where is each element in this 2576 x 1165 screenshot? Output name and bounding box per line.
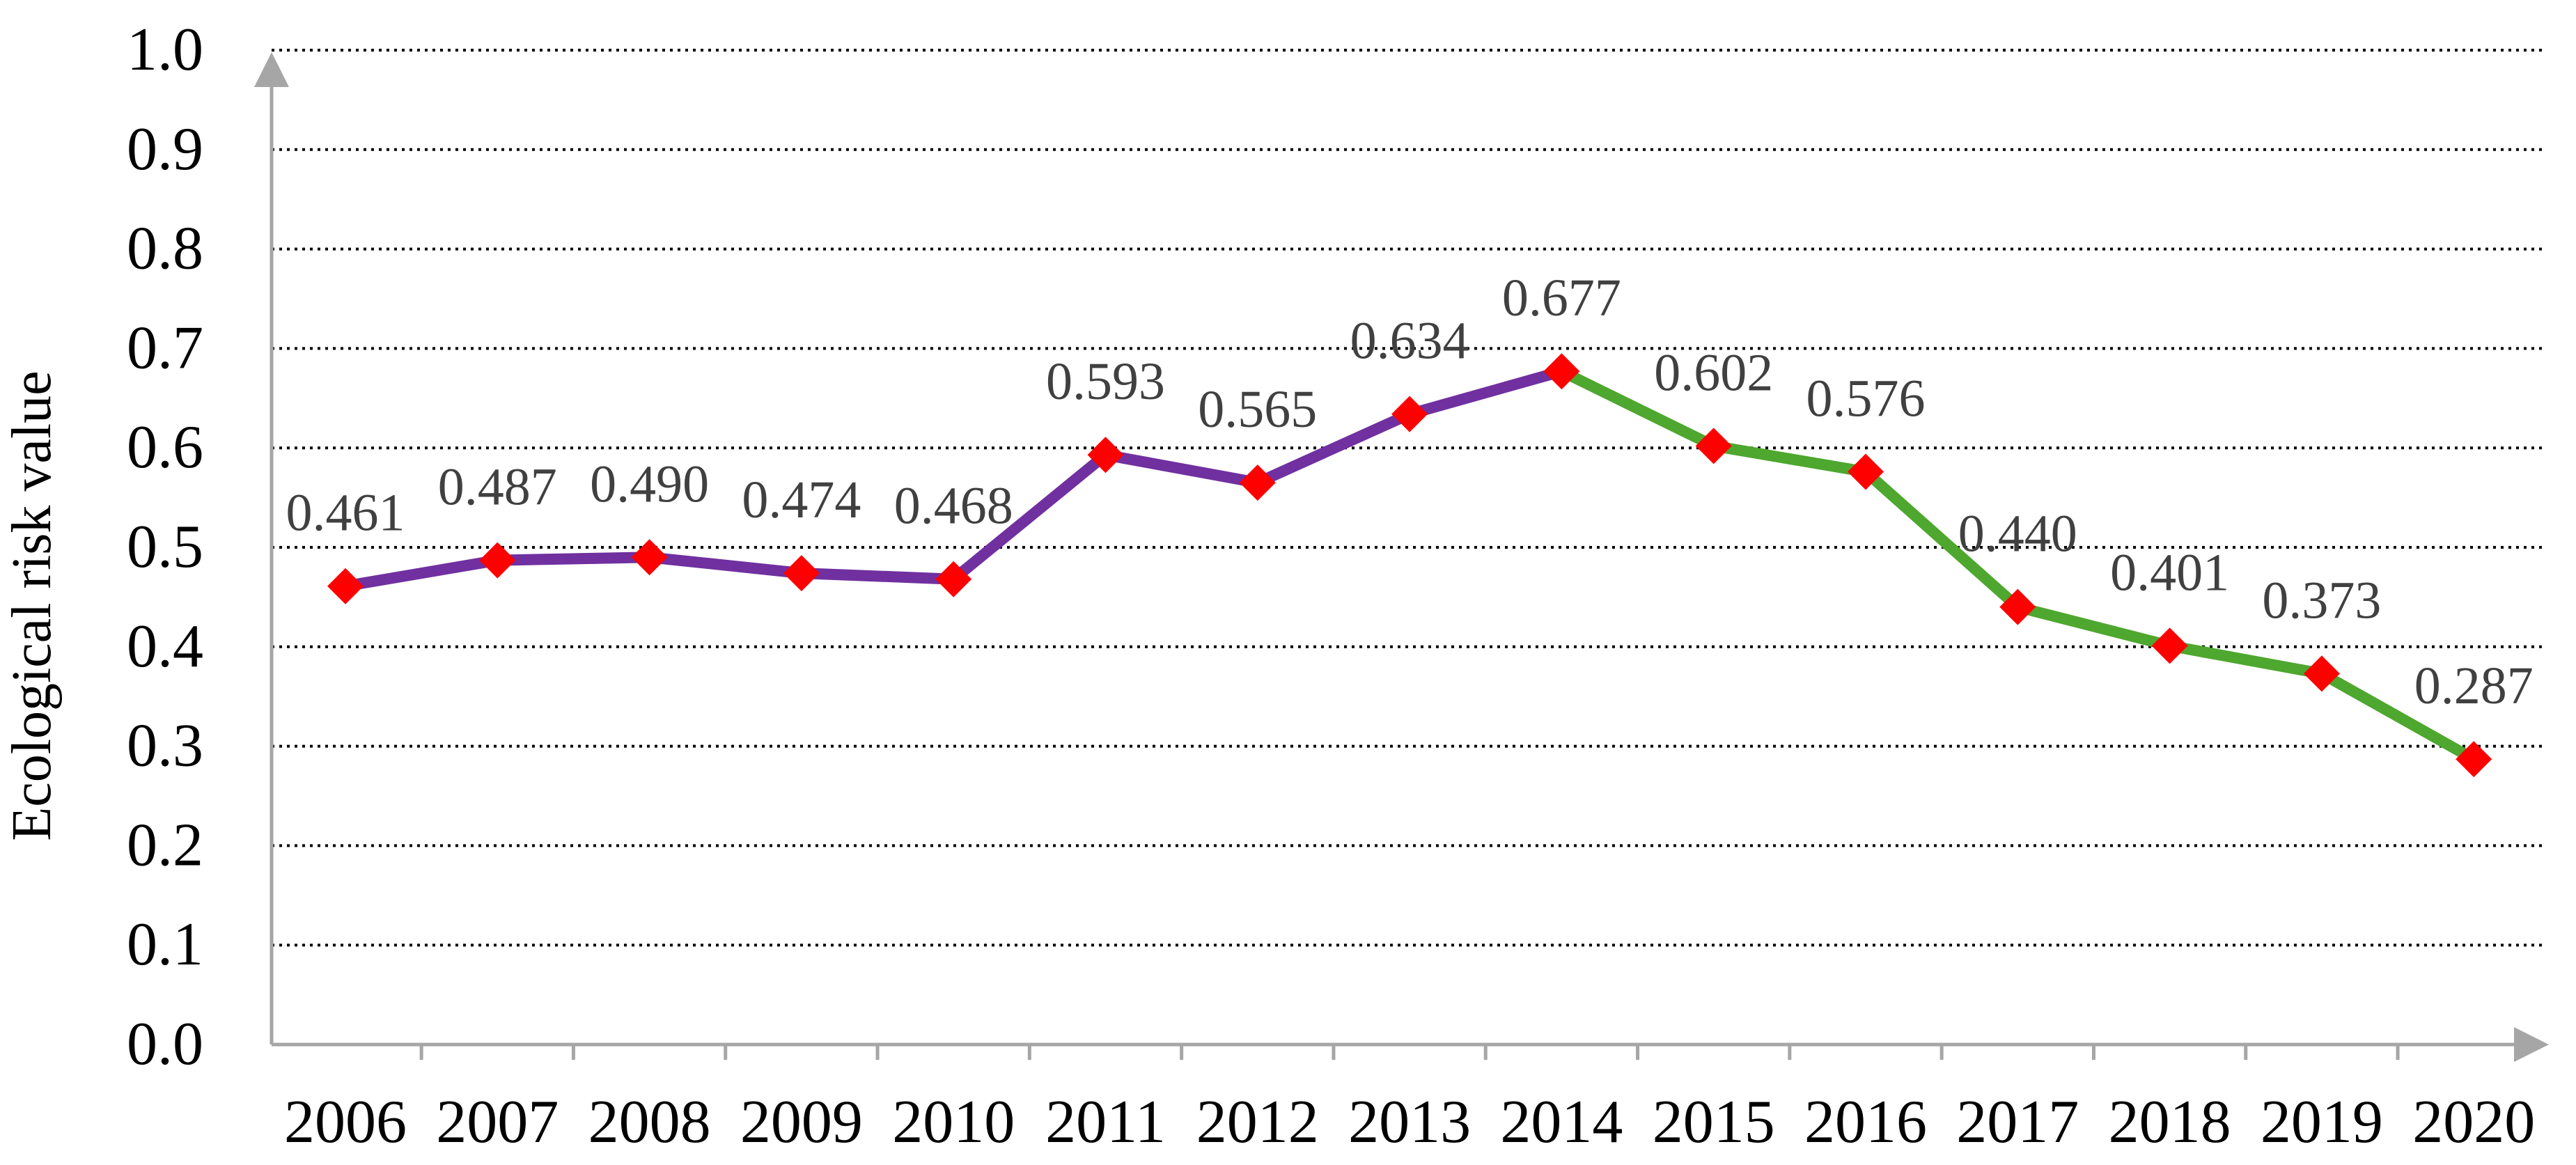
y-tick-labels: 0.0 0.1 0.2 0.3 0.4 0.5 0.6 0.7 0.8 0.9 1.0 xyxy=(127,16,203,1078)
data-marker xyxy=(1999,588,2036,625)
data-label: 0.487 xyxy=(438,458,557,517)
data-label: 0.474 xyxy=(742,471,861,529)
data-marker xyxy=(2303,655,2340,692)
data-marker xyxy=(2456,741,2492,778)
data-markers xyxy=(327,353,2492,778)
data-marker xyxy=(1848,453,1884,490)
data-marker xyxy=(631,539,668,576)
data-label: 0.401 xyxy=(2110,543,2229,602)
x-tick-label: 2009 xyxy=(740,1088,863,1156)
series-line-segment xyxy=(1556,366,2480,765)
x-tick-label: 2012 xyxy=(1196,1088,1319,1156)
x-tick-label: 2011 xyxy=(1045,1088,1166,1156)
data-label: 0.677 xyxy=(1502,269,1621,327)
x-tick-label: 2010 xyxy=(892,1088,1015,1156)
data-marker xyxy=(783,555,820,592)
x-tick-label: 2018 xyxy=(2109,1088,2231,1156)
gridlines xyxy=(272,49,2542,947)
data-label: 0.634 xyxy=(1350,312,1469,370)
y-axis-arrow xyxy=(254,52,289,87)
data-marker xyxy=(327,568,364,604)
data-marker xyxy=(1087,437,1124,474)
data-label: 0.565 xyxy=(1198,380,1317,439)
y-tick-label: 0.1 xyxy=(127,911,203,978)
x-axis-arrow xyxy=(2514,1027,2549,1062)
data-marker xyxy=(479,542,516,579)
x-tick-labels: 2006 2007 2008 2009 2010 2011 2012 2013 2014 2015… xyxy=(284,1088,2535,1156)
data-labels: 0.461 0.487 0.490 0.474 0.468 0.593 0.565 0.634… xyxy=(286,269,2534,715)
y-tick-label: 0.0 xyxy=(127,1010,203,1078)
data-label: 0.490 xyxy=(590,455,709,513)
data-label: 0.602 xyxy=(1654,343,1773,402)
y-tick-label: 0.8 xyxy=(127,215,203,283)
data-label: 0.468 xyxy=(894,477,1013,535)
data-label: 0.461 xyxy=(286,484,405,542)
y-tick-label: 0.9 xyxy=(127,116,203,183)
y-tick-label: 0.3 xyxy=(127,712,203,780)
data-marker xyxy=(1695,428,1732,464)
x-tick-label: 2015 xyxy=(1653,1088,1775,1156)
data-label: 0.440 xyxy=(1958,505,2077,563)
y-tick-label: 1.0 xyxy=(127,16,203,84)
y-tick-label: 0.7 xyxy=(127,314,203,382)
x-tick-label: 2016 xyxy=(1804,1088,1927,1156)
data-marker xyxy=(1391,396,1428,432)
data-marker xyxy=(2151,627,2188,664)
x-tick-label: 2017 xyxy=(1956,1088,2079,1156)
data-marker xyxy=(1239,464,1276,501)
data-label: 0.576 xyxy=(1806,369,1926,428)
axes xyxy=(254,52,2549,1062)
y-tick-label: 0.5 xyxy=(127,513,203,581)
x-tick-label: 2020 xyxy=(2412,1088,2535,1156)
data-label: 0.287 xyxy=(2414,657,2534,715)
y-tick-label: 0.4 xyxy=(127,613,203,680)
x-tick-label: 2019 xyxy=(2261,1088,2383,1156)
x-tick-label: 2014 xyxy=(1500,1088,1623,1156)
x-tick-label: 2013 xyxy=(1348,1088,1471,1156)
data-marker xyxy=(935,561,972,597)
y-axis-label: Ecological risk value xyxy=(1,370,63,840)
x-tick-label: 2006 xyxy=(284,1088,407,1156)
data-marker xyxy=(1543,353,1580,390)
x-tick-label: 2007 xyxy=(436,1088,559,1156)
y-tick-label: 0.6 xyxy=(127,414,203,481)
y-tick-label: 0.2 xyxy=(127,811,203,879)
x-tick-label: 2008 xyxy=(588,1088,711,1156)
data-label: 0.593 xyxy=(1046,352,1165,411)
data-label: 0.373 xyxy=(2262,571,2381,630)
